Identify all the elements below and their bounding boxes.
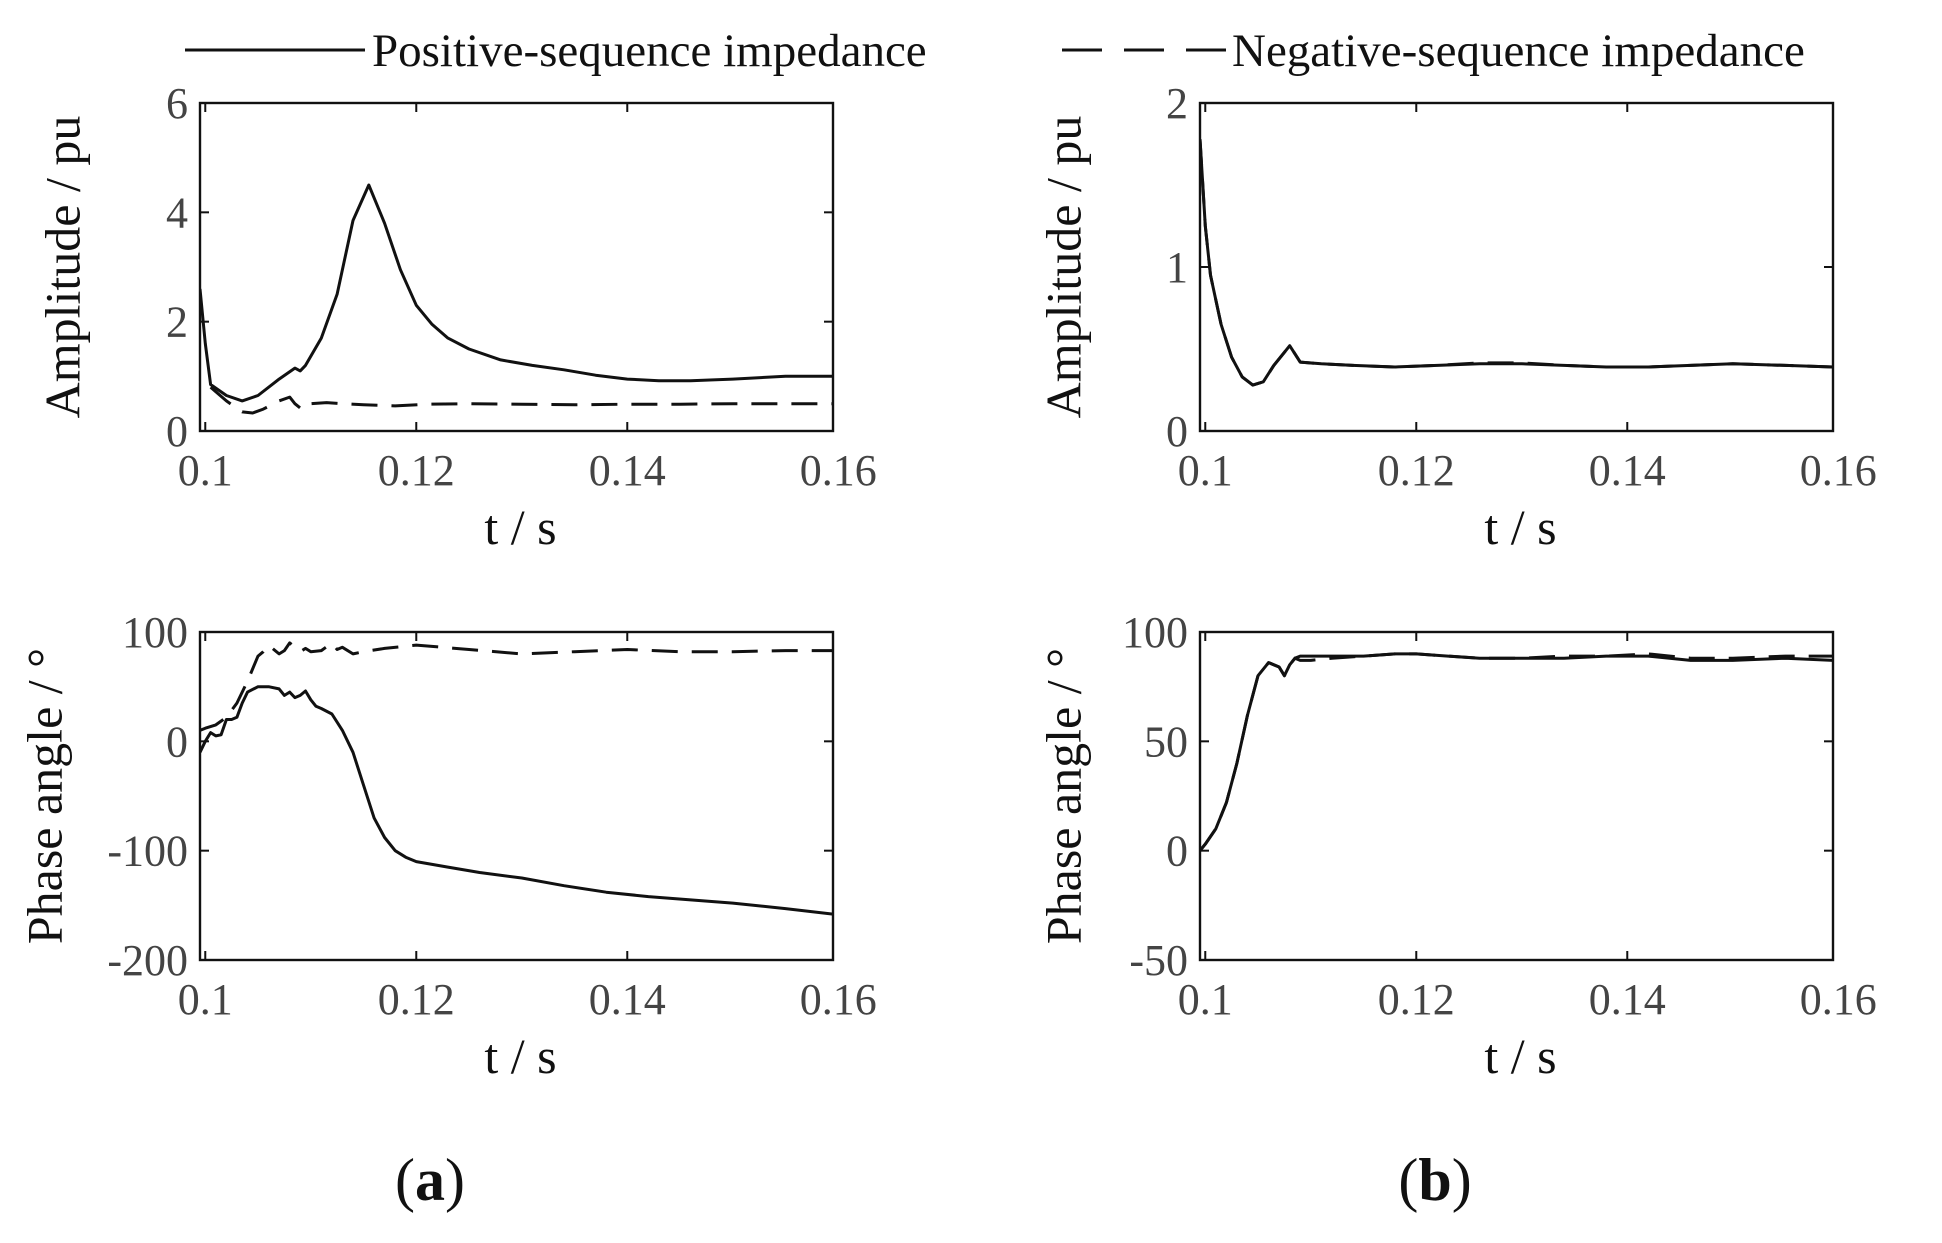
y-axis-label: Amplitude / pu — [1036, 116, 1092, 419]
series-group — [200, 183, 833, 415]
x-tick-label: 0.1 — [178, 975, 233, 1024]
y-tick-label: 100 — [122, 608, 188, 657]
x-tick-label: 0.16 — [800, 446, 877, 495]
y-tick-label: 0 — [1166, 407, 1188, 456]
y-tick-label: 50 — [1144, 717, 1188, 766]
positive-sequence-line — [1200, 139, 1833, 387]
panel-label-a: (a) — [395, 1147, 465, 1213]
positive-sequence-line — [1200, 652, 1833, 852]
panel-label-b-open: ( — [1398, 1147, 1418, 1213]
series-group — [200, 641, 833, 916]
y-axis-label: Phase angle / ° — [17, 648, 73, 944]
x-tick-label: 0.14 — [589, 446, 666, 495]
x-tick-label: 0.16 — [1800, 975, 1877, 1024]
x-tick-label: 0.12 — [1378, 975, 1455, 1024]
x-axis-label: t / s — [1484, 1028, 1556, 1084]
x-tick-label: 0.12 — [378, 446, 455, 495]
y-tick-label: 1 — [1166, 243, 1188, 292]
y-tick-label: -100 — [107, 827, 188, 876]
y-tick-label: -200 — [107, 936, 188, 985]
x-tick-label: 0.1 — [178, 446, 233, 495]
negative-sequence-line — [1200, 139, 1833, 387]
x-tick-label: 0.16 — [1800, 446, 1877, 495]
series-group — [1200, 652, 1833, 852]
panel-label-b-close: ) — [1452, 1147, 1472, 1213]
x-tick-label: 0.12 — [378, 975, 455, 1024]
panel-a-amplitude: 0.1 0.12 0.14 0.16 0 2 4 6 t / s Amplitude / pu — [35, 79, 877, 555]
x-tick-label: 0.14 — [1589, 975, 1666, 1024]
panel-b-amplitude: 0.1 0.12 0.14 0.16 0 1 2 t / s Amplitude / pu — [1036, 79, 1877, 555]
panel-a-phase: 0.1 0.12 0.14 0.16 -200 -100 0 100 t / s Phase an… — [17, 608, 877, 1084]
y-tick-label: 0 — [166, 407, 188, 456]
plot-frame — [198, 630, 835, 962]
series-group — [1200, 139, 1833, 387]
panel-label-b-letter: b — [1418, 1147, 1451, 1213]
y-tick-label: -50 — [1129, 936, 1188, 985]
y-axis-label: Phase angle / ° — [1036, 648, 1092, 944]
x-tick-label: 0.12 — [1378, 446, 1455, 495]
y-tick-label: 2 — [1166, 79, 1188, 128]
panel-label-a-open: ( — [395, 1147, 415, 1213]
positive-sequence-line — [200, 183, 833, 403]
x-tick-label: 0.1 — [1178, 446, 1233, 495]
x-axis-label: t / s — [1484, 499, 1556, 555]
y-tick-label: 0 — [1166, 827, 1188, 876]
y-tick-label: 4 — [166, 188, 188, 237]
plot-frame — [1198, 101, 1835, 433]
x-tick-label: 0.14 — [589, 975, 666, 1024]
x-tick-label: 0.16 — [800, 975, 877, 1024]
x-axis-label: t / s — [484, 1028, 556, 1084]
plot-frame — [1198, 630, 1835, 962]
legend-positive-label: Positive-sequence impedance — [372, 25, 927, 77]
y-tick-label: 0 — [166, 717, 188, 766]
legend: Positive-sequence impedance Negative-seq… — [185, 25, 1805, 77]
x-tick-label: 0.1 — [1178, 975, 1233, 1024]
positive-sequence-line — [200, 685, 833, 916]
y-tick-label: 6 — [166, 79, 188, 128]
x-tick-label: 0.14 — [1589, 446, 1666, 495]
negative-sequence-line — [1200, 652, 1833, 852]
plot-frame — [198, 101, 835, 433]
panel-label-b: (b) — [1398, 1147, 1471, 1213]
panel-label-a-close: ) — [445, 1147, 465, 1213]
y-tick-label: 2 — [166, 298, 188, 347]
panel-label-a-letter: a — [415, 1147, 445, 1213]
negative-sequence-line — [209, 386, 833, 415]
x-axis-label: t / s — [484, 499, 556, 555]
y-tick-label: 100 — [1122, 608, 1188, 657]
legend-negative-label: Negative-sequence impedance — [1232, 25, 1805, 77]
panel-b-phase: 0.1 0.12 0.14 0.16 -50 0 50 100 t / s Phase angle… — [1036, 608, 1877, 1084]
negative-sequence-line — [200, 641, 833, 732]
y-axis-label: Amplitude / pu — [35, 116, 91, 419]
